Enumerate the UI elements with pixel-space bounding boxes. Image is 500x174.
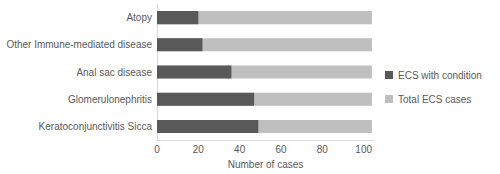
svg-text:80: 80 — [317, 144, 329, 155]
svg-text:Keratoconjunctivitis Sicca: Keratoconjunctivitis Sicca — [39, 121, 153, 132]
svg-text:Anal sac disease: Anal sac disease — [76, 67, 152, 78]
svg-text:Total ECS cases: Total ECS cases — [398, 94, 471, 105]
svg-text:Number of cases: Number of cases — [228, 159, 304, 170]
svg-text:0: 0 — [154, 144, 160, 155]
svg-text:40: 40 — [234, 144, 246, 155]
svg-text:Atopy: Atopy — [126, 12, 152, 23]
svg-text:Other Immune-mediated disease: Other Immune-mediated disease — [6, 39, 152, 50]
svg-text:100: 100 — [355, 144, 372, 155]
svg-text:ECS with condition: ECS with condition — [398, 70, 482, 81]
svg-text:20: 20 — [193, 144, 205, 155]
svg-text:Glomerulonephritis: Glomerulonephritis — [68, 94, 152, 105]
svg-text:60: 60 — [275, 144, 287, 155]
